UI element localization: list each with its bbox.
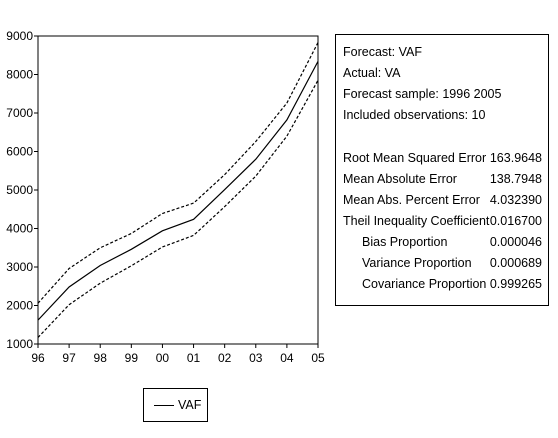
x-tick-label: 03 — [249, 351, 263, 365]
x-tick-label: 00 — [156, 351, 170, 365]
x-tick-label: 01 — [187, 351, 201, 365]
x-tick-label: 96 — [31, 351, 45, 365]
stat-label: Bias Proportion — [362, 235, 448, 249]
x-tick-label: 99 — [125, 351, 139, 365]
stat-label: Variance Proportion — [362, 256, 472, 270]
x-tick-label: 02 — [218, 351, 232, 365]
legend-label: VAF — [178, 398, 202, 412]
y-tick-label: 8000 — [6, 68, 33, 82]
stat-row-bias-proportion: Bias Proportion 0.000046 — [336, 235, 550, 253]
lower-band-line — [37, 80, 319, 338]
stats-forecast-sample: Forecast sample: 1996 2005 — [343, 87, 502, 101]
stat-value: 0.016700 — [489, 214, 542, 228]
stat-value: 4.032390 — [489, 193, 542, 207]
stat-row-covariance-proportion: Covariance Proportion 0.999265 — [336, 277, 550, 295]
y-tick-label: 7000 — [6, 106, 33, 120]
plot-frame — [37, 35, 319, 345]
forecast-series-line — [37, 61, 319, 321]
stat-label: Mean Abs. Percent Error — [343, 193, 480, 207]
stat-value: 0.999265 — [489, 277, 542, 291]
forecast-stats-panel: Forecast: VAF Actual: VA Forecast sample… — [335, 34, 549, 306]
stat-value: 163.9648 — [489, 151, 542, 165]
y-tick-label: 2000 — [6, 299, 33, 313]
y-tick-label: 5000 — [6, 183, 33, 197]
stat-label: Theil Inequality Coefficient — [343, 214, 490, 228]
stat-row-mape: Mean Abs. Percent Error 4.032390 — [336, 193, 550, 211]
y-tick-label: 6000 — [6, 145, 33, 159]
stat-row-rmse: Root Mean Squared Error 163.9648 — [336, 151, 550, 169]
stat-value: 0.000046 — [489, 235, 542, 249]
chart-legend: VAF — [143, 388, 208, 422]
upper-band-line — [37, 42, 319, 304]
stat-label: Covariance Proportion — [362, 277, 487, 291]
stats-included-observations: Included observations: 10 — [343, 108, 486, 122]
x-tick-label: 97 — [62, 351, 76, 365]
x-tick-label: 05 — [311, 351, 325, 365]
stats-actual-name: Actual: VA — [343, 66, 401, 80]
stat-label: Root Mean Squared Error — [343, 151, 487, 165]
legend-swatch-solid-line — [154, 405, 174, 406]
y-tick-label: 4000 — [6, 222, 33, 236]
stat-row-variance-proportion: Variance Proportion 0.000689 — [336, 256, 550, 274]
y-tick-label: 1000 — [6, 337, 33, 351]
x-tick-label: 98 — [94, 351, 108, 365]
stat-value: 0.000689 — [489, 256, 542, 270]
stat-row-mae: Mean Absolute Error 138.7948 — [336, 172, 550, 190]
y-tick-label: 9000 — [6, 29, 33, 43]
stat-row-theil: Theil Inequality Coefficient 0.016700 — [336, 214, 550, 232]
stat-value: 138.7948 — [489, 172, 542, 186]
y-tick-label: 3000 — [6, 260, 33, 274]
forecast-chart: 1000 2000 3000 4000 5000 6000 7000 8000 9000 96 97… — [6, 29, 325, 365]
x-tick-label: 04 — [280, 351, 294, 365]
stat-label: Mean Absolute Error — [343, 172, 457, 186]
stats-forecast-name: Forecast: VAF — [343, 45, 422, 59]
